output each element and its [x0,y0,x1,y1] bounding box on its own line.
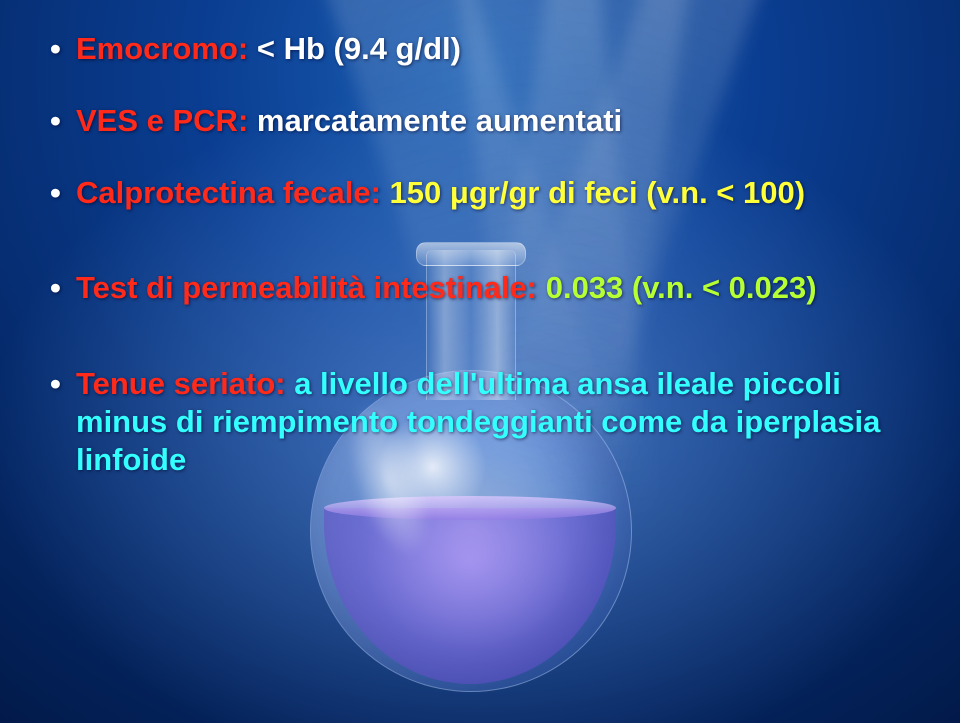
bullet-text-part: Tenue seriato: [76,366,294,401]
bullet-item: Emocromo: < Hb (9.4 g/dl) [46,30,920,68]
bullet-text-part: VES e PCR: [76,103,248,138]
slide: Emocromo: < Hb (9.4 g/dl) VES e PCR: marc… [0,0,960,723]
bullet-item: VES e PCR: marcatamente aumentati [46,102,920,140]
bullet-text-part: marcatamente aumentati [248,103,622,138]
bullet-text-part: Emocromo: [76,31,248,66]
bullet-text-part: Calprotectina fecale: [76,175,390,210]
bullet-item: Calprotectina fecale: 150 μgr/gr di feci… [46,174,920,212]
bullet-text-part: 0.033 (v.n. < 0.023) [546,270,817,305]
content-area: Emocromo: < Hb (9.4 g/dl) VES e PCR: marc… [46,30,920,513]
bullet-list: Emocromo: < Hb (9.4 g/dl) VES e PCR: marc… [46,30,920,479]
bullet-item: Tenue seriato: a livello dell'ultima ans… [46,365,920,478]
bullet-item: Test di permeabilità intestinale: 0.033 … [46,269,920,307]
bullet-text-part: < Hb (9.4 g/dl) [248,31,461,66]
flask-liquid [324,508,616,684]
bullet-text-part: 150 μgr/gr di feci (v.n. < 100) [390,175,806,210]
bullet-text-part: Test di permeabilità intestinale: [76,270,546,305]
